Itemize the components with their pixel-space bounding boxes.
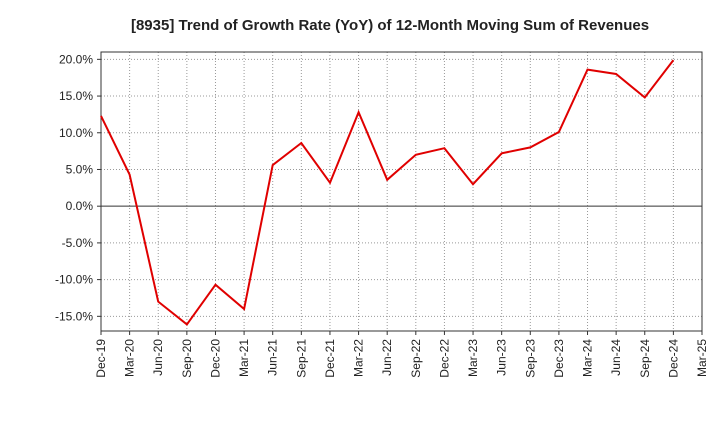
chart-title: [8935] Trend of Growth Rate (YoY) of 12-… [131, 17, 649, 34]
x-tick-label: Sep-23 [523, 339, 537, 378]
series-line [100, 59, 675, 326]
y-tick-label: -5.0% [62, 236, 94, 250]
y-axis: 20.0% 15.0% 10.0% 5.0% 0.0% -5.0% -10.0% -15.0% [55, 52, 101, 323]
y-tick-label: 10.0% [59, 126, 93, 140]
x-tick-label: Dec-23 [552, 339, 566, 378]
x-axis: Dec-19 Mar-20 Jun-20 Sep-20 Dec-20 Mar-21 Jun-… [94, 331, 709, 378]
x-tick-label: Mar-21 [237, 339, 251, 377]
x-tick-label: Jun-22 [380, 339, 394, 376]
x-tick-label: Jun-21 [266, 339, 280, 376]
grid [101, 52, 702, 331]
x-tick-label: Jun-20 [151, 339, 165, 376]
x-tick-label: Mar-24 [581, 339, 595, 377]
x-tick-label: Dec-20 [208, 339, 222, 378]
y-tick-label: -15.0% [55, 309, 93, 323]
x-tick-label: Jun-24 [609, 339, 623, 376]
x-tick-label: Jun-23 [495, 339, 509, 376]
plot-area [100, 51, 703, 332]
x-tick-label: Dec-19 [94, 339, 108, 378]
y-tick-label: 15.0% [59, 89, 93, 103]
x-tick-label: Mar-23 [466, 339, 480, 377]
y-tick-label: 0.0% [66, 199, 94, 213]
x-tick-label: Mar-20 [123, 339, 137, 377]
x-tick-label: Sep-20 [180, 339, 194, 378]
x-tick-label: Mar-25 [695, 339, 709, 377]
series-layer [100, 59, 675, 326]
x-tick-label: Dec-21 [323, 339, 337, 378]
x-tick-label: Sep-22 [409, 339, 423, 378]
x-tick-label: Sep-21 [294, 339, 308, 378]
x-tick-label: Dec-24 [666, 339, 680, 378]
x-tick-label: Dec-22 [437, 339, 451, 378]
x-tick-label: Mar-22 [352, 339, 366, 377]
y-tick-label: 5.0% [66, 162, 94, 176]
y-tick-label: 20.0% [59, 52, 93, 66]
y-tick-label: -10.0% [55, 273, 93, 287]
x-tick-label: Sep-24 [638, 339, 652, 378]
